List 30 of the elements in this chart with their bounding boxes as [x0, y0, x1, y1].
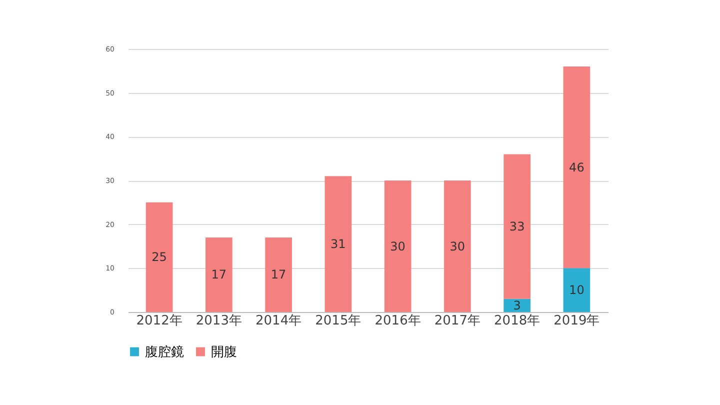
bar: [504, 154, 530, 299]
data-label: 3: [513, 298, 521, 312]
data-label: 30: [450, 239, 466, 254]
x-tick-label: 2016年: [374, 314, 421, 328]
bar: [444, 180, 471, 312]
x-tick-label: 2012年: [136, 314, 182, 328]
bar: [384, 180, 412, 312]
bar: [146, 202, 173, 312]
bar: [265, 237, 292, 312]
data-label: 31: [330, 237, 346, 252]
data-label: 17: [211, 268, 227, 282]
data-label: 25: [152, 250, 167, 264]
data-label: 17: [270, 268, 286, 282]
x-tick-label: 2019年: [554, 314, 600, 328]
data-label: 46: [569, 160, 584, 174]
legend-label: 開腹: [211, 344, 237, 360]
legend-label: 腹腔鏡: [145, 344, 184, 360]
bar: [563, 66, 590, 268]
bar: [206, 237, 232, 312]
x-tick-label: 2017年: [434, 314, 480, 328]
data-label: 30: [390, 239, 406, 254]
x-tick-label: 2013年: [196, 314, 242, 328]
bar: [324, 176, 352, 312]
data-label: 10: [569, 283, 584, 298]
x-tick-label: 2014年: [256, 314, 302, 328]
bar: [563, 268, 590, 312]
x-tick-label: 2015年: [315, 314, 362, 328]
data-label: 33: [509, 220, 525, 234]
x-tick-label: 2018年: [494, 314, 540, 328]
bar: [504, 298, 530, 312]
